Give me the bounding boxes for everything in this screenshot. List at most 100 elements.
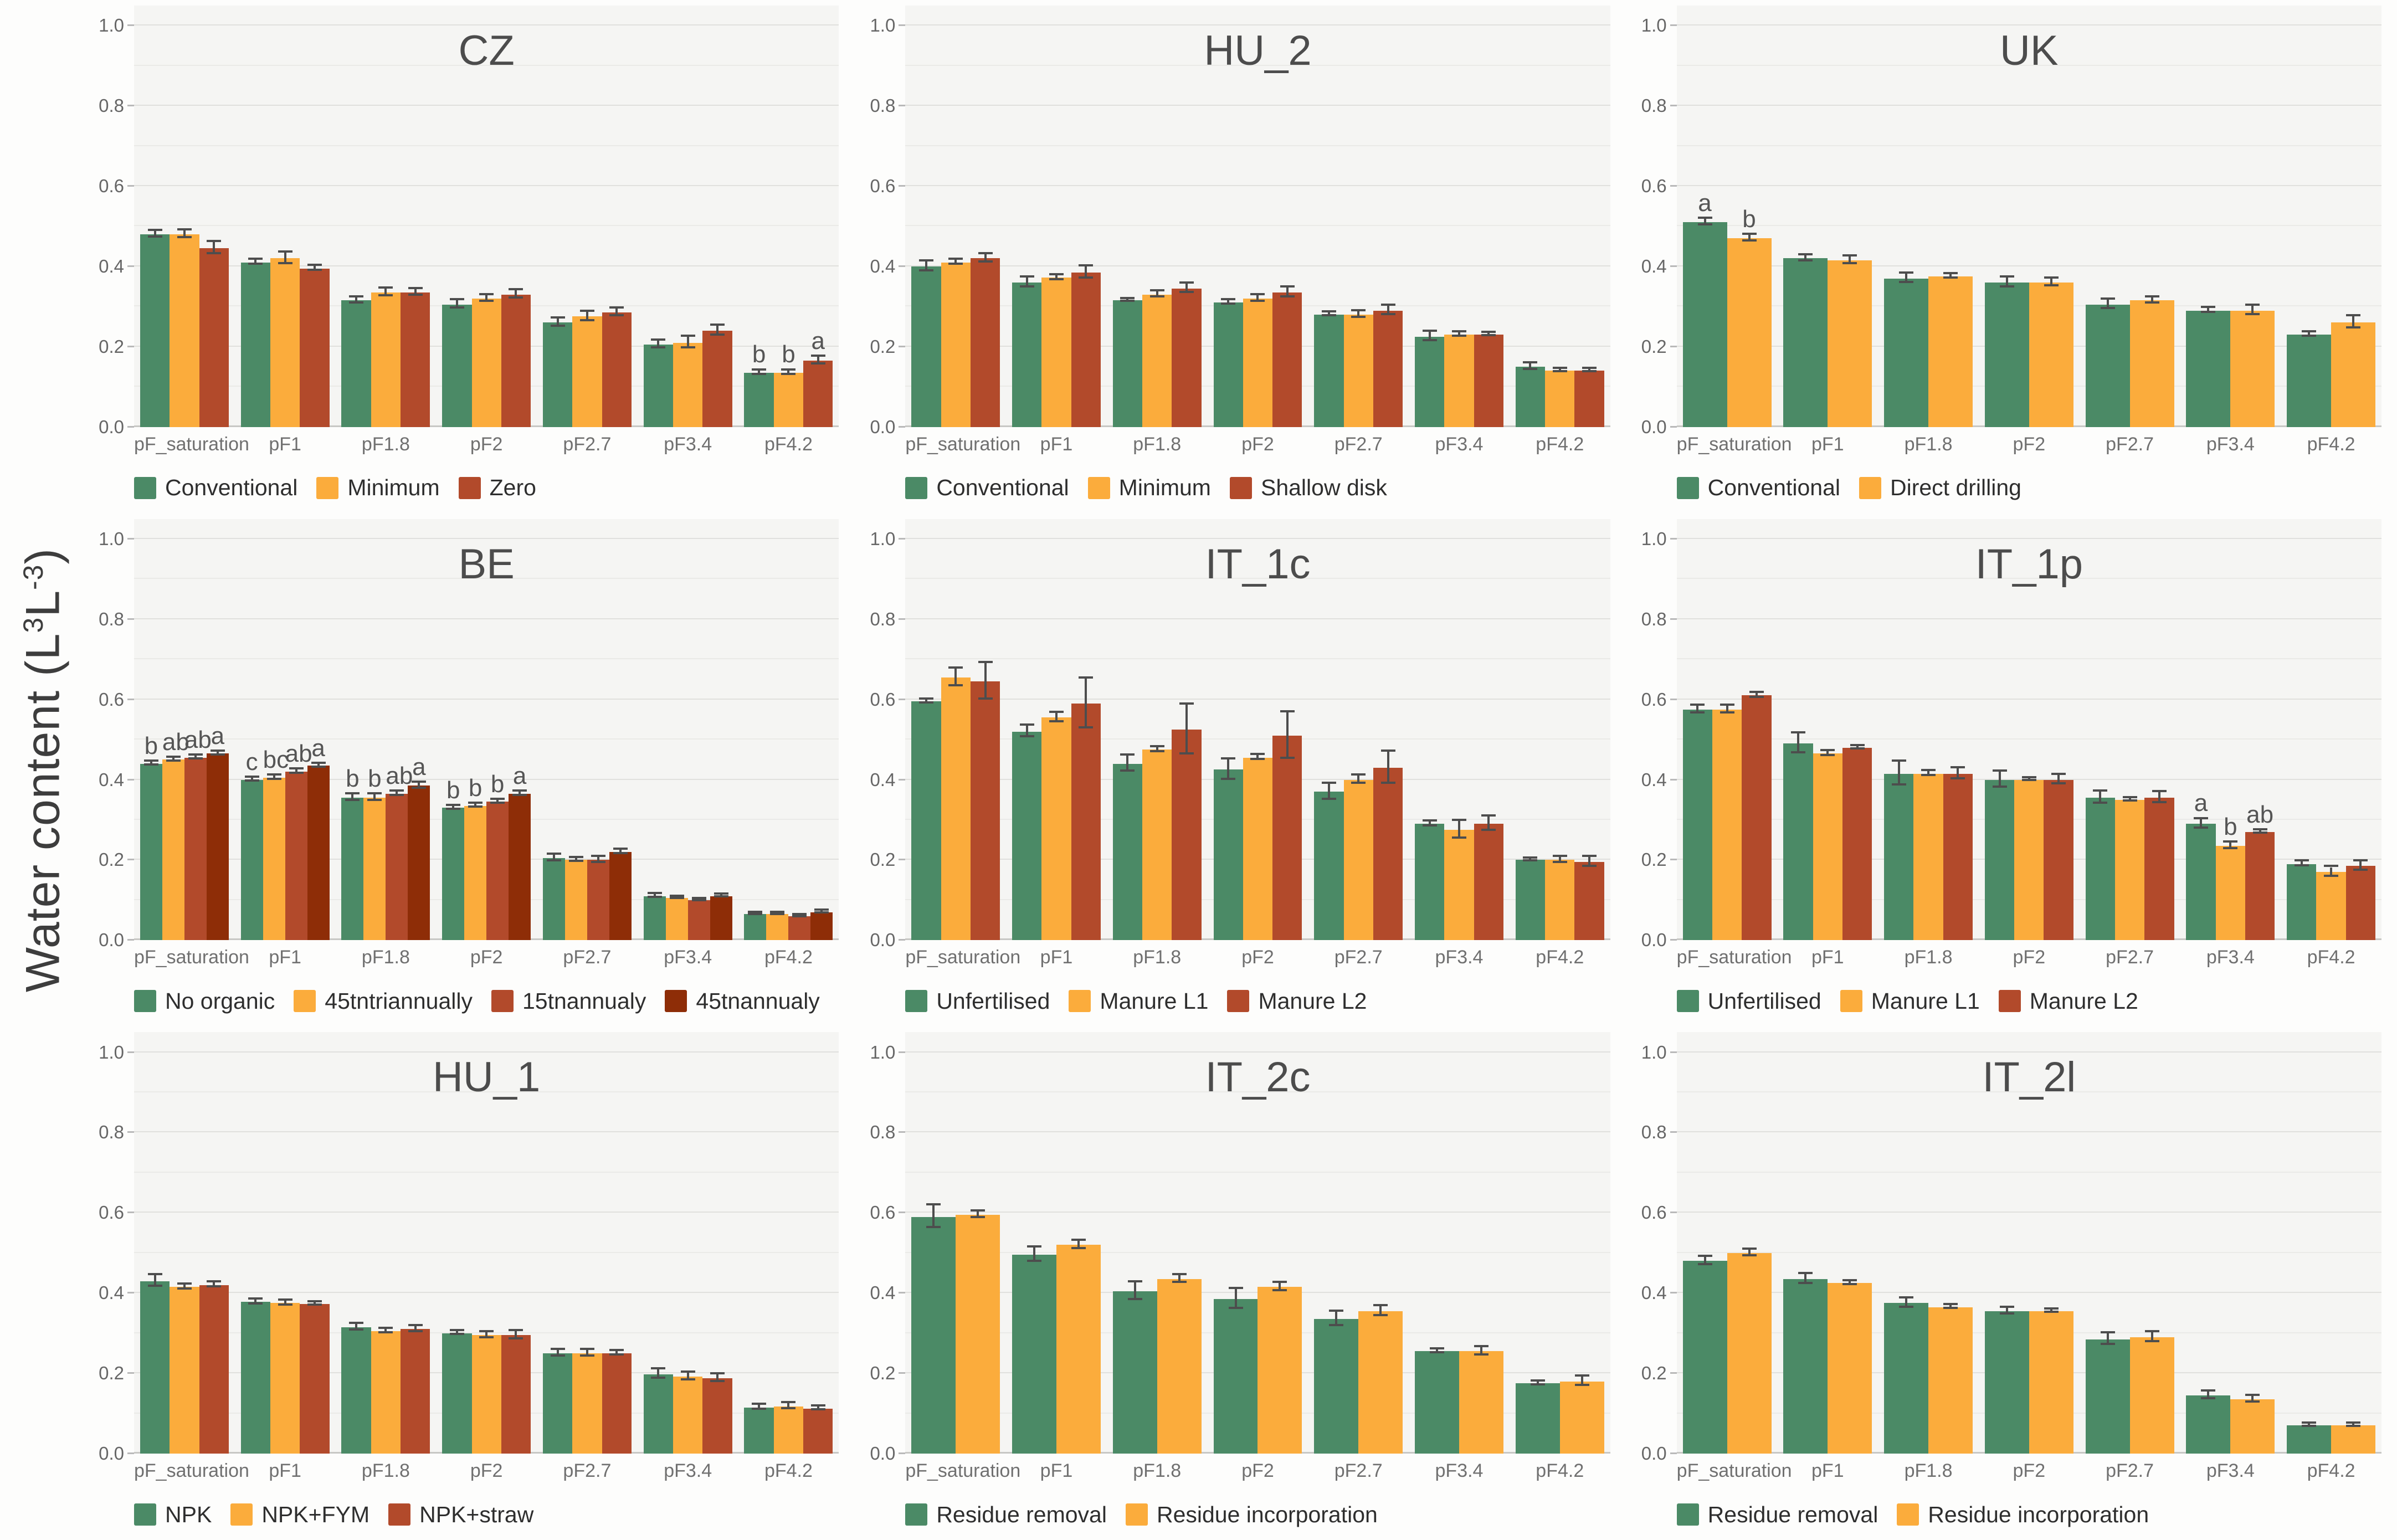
bar-Conventional-pF4.2: [1515, 367, 1546, 427]
gridline: [134, 265, 839, 266]
gridline: [905, 618, 1610, 619]
error-bar-cap: [1250, 299, 1265, 302]
plot-row: 1.0 0.8 0.6 0.4 0.2 0.0 CZ b b a: [83, 6, 839, 437]
error-bar-cap: [1221, 757, 1236, 760]
error-bar-cap: [1280, 756, 1295, 759]
y-tick-label: 0.4: [1641, 769, 1667, 790]
bar-15tnannualy-pF4.2: [788, 916, 811, 941]
y-tick-label: 0.8: [1641, 1122, 1667, 1143]
legend-label: Minimum: [1118, 475, 1211, 501]
error-bar: [1558, 856, 1561, 864]
error-bar-cap: [449, 1333, 464, 1336]
legend-swatch: [134, 1503, 156, 1526]
bar-Minimum-pF3.4: [1444, 335, 1474, 427]
error-bar: [1055, 712, 1058, 722]
error-bar: [2050, 278, 2052, 287]
error-bar: [1055, 275, 1058, 280]
x-tick-label: pF2.7: [2106, 947, 2154, 968]
error-bar-cap: [1019, 735, 1034, 738]
error-bar-cap: [1351, 309, 1366, 312]
error-bar-cap: [1422, 339, 1437, 342]
significance-letter: ab: [184, 726, 212, 753]
x-axis-labels: pF_saturation pF1 pF1.8 pF2 pF2.7 pF3.4 pF4.2: [905, 427, 1610, 463]
error-bar-cap: [1071, 1239, 1086, 1241]
error-bar-cap: [1149, 750, 1164, 752]
y-axis-title: Water content (L3L-3): [16, 548, 71, 992]
bar-Conventional-pF2.7: [542, 322, 573, 427]
legend: Conventional Direct drilling: [1676, 463, 2381, 514]
error-bar: [954, 668, 957, 686]
bar-Minimum-pF4.2: [773, 372, 804, 427]
bar-Conventional-pF_saturation: [1682, 222, 1727, 427]
gridline: [134, 1212, 839, 1213]
error-bar-cap: [408, 287, 423, 290]
error-bar-cap: [210, 749, 225, 752]
bar-Residue incorporation-pF1.8: [1928, 1307, 1973, 1454]
legend-swatch: [134, 990, 156, 1013]
bar-Conventional-pF1: [240, 262, 270, 427]
error-bar-cap: [1079, 264, 1094, 266]
error-bar-cap: [1250, 758, 1265, 761]
bar-No organic-pF1.8: [341, 798, 364, 941]
y-tick-label: 0.6: [1641, 689, 1667, 710]
error-bar: [556, 319, 559, 327]
error-bar-cap: [490, 802, 505, 804]
error-bar-cap: [550, 316, 565, 319]
plot-row: 1.0 0.8 0.6 0.4 0.2 0.0 HU_2: [854, 6, 1610, 437]
error-bar-cap: [948, 684, 963, 686]
bar-NPK+straw-pF1.8: [401, 1329, 430, 1454]
error-bar-cap: [188, 757, 203, 760]
error-bar: [2229, 843, 2232, 849]
y-tick-mark: [127, 537, 134, 540]
x-tick-label: pF_saturation: [1676, 1460, 1792, 1481]
error-bar-cap: [2100, 297, 2115, 300]
gridline: [134, 778, 839, 780]
error-bar-cap: [311, 761, 326, 764]
x-tick-label: pF_saturation: [905, 947, 1021, 968]
error-bar-cap: [289, 771, 304, 774]
panel-title: BE: [458, 540, 515, 588]
error-bar-cap: [714, 895, 728, 897]
bar-Manure L2-pF2.7: [1373, 767, 1403, 941]
x-tick-label: pF2.7: [1334, 433, 1383, 455]
error-bar-cap: [752, 368, 767, 371]
error-bar-cap: [1172, 1281, 1187, 1284]
error-bar-cap: [1523, 856, 1538, 859]
bar-Shallow disk-pF3.4: [1474, 335, 1503, 427]
bar-NPK+straw-pF4.2: [803, 1408, 833, 1454]
y-tick-mark: [899, 618, 906, 620]
error-bar-cap: [1049, 273, 1064, 275]
gridline: [134, 145, 839, 146]
error-bar: [787, 1403, 790, 1410]
bar-Conventional-pF1.8: [341, 300, 371, 427]
error-bar: [984, 663, 987, 700]
error-bar-cap: [2223, 840, 2238, 843]
y-tick-label: 0.0: [1641, 930, 1667, 951]
bar-NPK-pF2.7: [542, 1353, 573, 1454]
bar-NPK+straw-pF2: [501, 1335, 531, 1454]
error-bar: [153, 231, 156, 238]
error-bar-cap: [449, 298, 464, 301]
error-bar-cap: [669, 897, 684, 900]
significance-letter: b: [752, 341, 766, 368]
bar-Conventional-pF2: [1213, 302, 1243, 427]
error-bar-cap: [278, 250, 292, 253]
gridline: [1676, 185, 2381, 186]
error-bar-cap: [978, 661, 993, 664]
y-tick-label: 0.4: [870, 255, 896, 276]
y-tick-mark: [127, 698, 134, 700]
error-bar: [2057, 774, 2060, 785]
error-bar-cap: [1899, 1296, 1914, 1298]
y-tick-mark: [127, 105, 134, 107]
error-bar-cap: [1179, 281, 1194, 284]
bar-Unfertilised-pF2.7: [1314, 792, 1344, 941]
error-bar-cap: [1921, 774, 1936, 777]
y-tick-mark: [899, 1131, 906, 1133]
y-tick-label: 0.4: [99, 1282, 124, 1303]
y-tick-mark: [1670, 345, 1677, 347]
error-bar-cap: [266, 773, 281, 776]
legend-swatch: [905, 990, 928, 1013]
legend-item: 45tnannualy: [665, 988, 820, 1014]
bar-Manure L1-pF4.2: [1545, 860, 1575, 941]
error-bar-cap: [143, 759, 158, 762]
